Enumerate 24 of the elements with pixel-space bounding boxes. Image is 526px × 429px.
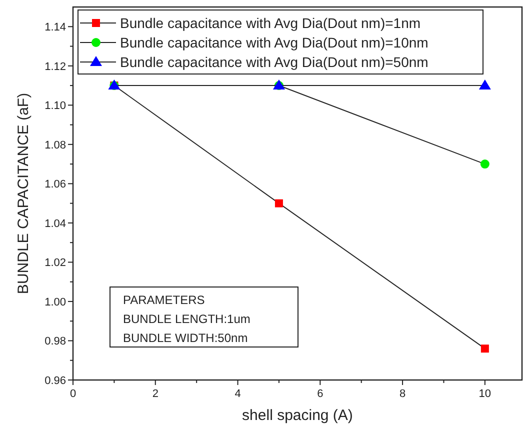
x-tick-label: 10 [478, 388, 492, 400]
y-tick-label: 1.00 [44, 296, 66, 308]
y-tick-label: 1.04 [44, 218, 66, 230]
x-tick-label: 2 [152, 388, 158, 400]
y-tick-label: 1.10 [44, 100, 66, 112]
annotation: PARAMETERS [123, 293, 205, 307]
y-tick-label: 1.08 [44, 139, 66, 152]
y-axis-title: BUNDLE CAPACITANCE (aF) [15, 92, 32, 294]
annotation: BUNDLE LENGTH:1um [123, 312, 250, 326]
x-tick-label: 4 [234, 388, 241, 400]
y-tick-label: 1.14 [44, 22, 66, 34]
legend-label: Bundle capacitance with Avg Dia(Dout nm)=10nm [120, 34, 428, 50]
legend-label: Bundle capacitance with Avg Dia(Dout nm)=50nm [120, 54, 428, 70]
y-tick-label: 1.12 [44, 60, 66, 73]
y-tick-label: 0.98 [44, 336, 66, 348]
legend-label: Bundle capacitance with Avg Dia(Dout nm)=1nm [120, 15, 421, 31]
annotation: BUNDLE WIDTH:50nm [123, 331, 248, 345]
x-tick-label: 8 [399, 388, 406, 400]
x-tick-label: 0 [70, 388, 76, 400]
x-axis-title: shell spacing (A) [242, 407, 353, 424]
x-tick-label: 6 [317, 388, 324, 400]
y-tick-label: 1.06 [44, 178, 66, 191]
y-tick-label: 0.96 [44, 375, 66, 387]
y-tick-label: 1.02 [44, 257, 66, 270]
